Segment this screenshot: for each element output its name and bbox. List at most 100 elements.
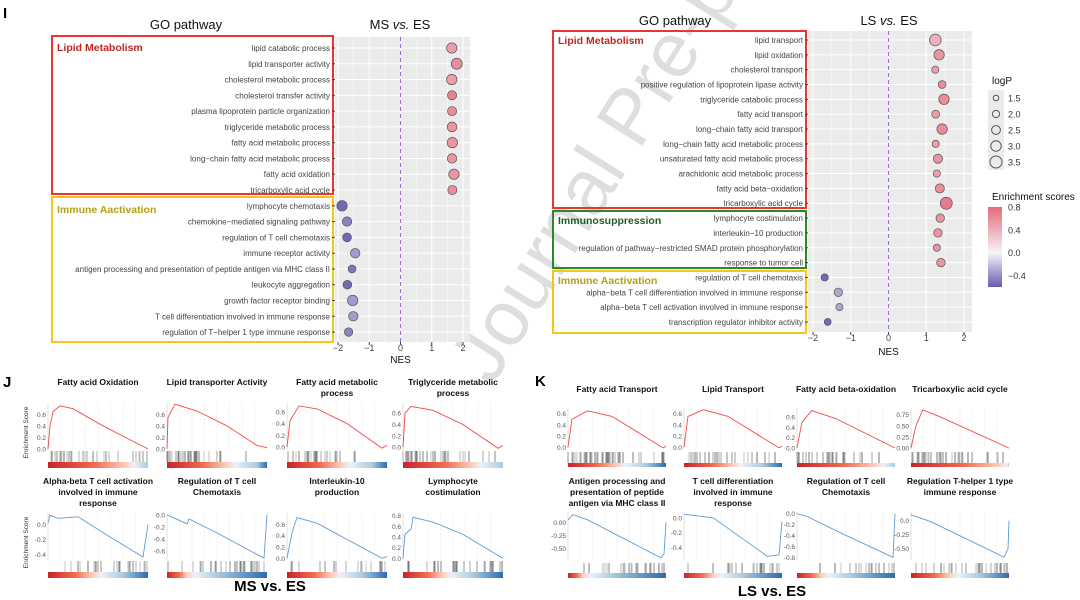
gsea-rank-color-band bbox=[568, 463, 666, 467]
term-dot bbox=[446, 137, 458, 149]
gsea-enrichment-curve bbox=[683, 409, 783, 449]
gsea-y-tick-label: 0.6 bbox=[673, 411, 682, 418]
term-dot bbox=[342, 232, 352, 243]
gsea-title: Lymphocyte bbox=[428, 476, 478, 486]
term-dot bbox=[936, 258, 946, 268]
gsea-y-tick-label: -0.6 bbox=[154, 548, 166, 555]
group-box bbox=[51, 35, 334, 195]
term-label: growth factor receptor binding bbox=[224, 296, 330, 305]
gsea-title: process bbox=[437, 388, 470, 398]
gsea-rank-color-band bbox=[403, 572, 503, 578]
x-axis-label: NES bbox=[390, 355, 411, 366]
size-legend-circle bbox=[992, 94, 1000, 102]
dot-plot-ms-vs-es: GO pathway MS vs. ES −2 −1 0 1 2 NES Lipid Metab… bbox=[51, 17, 470, 366]
gsea-title: Fatty acid Oxidation bbox=[57, 377, 138, 387]
gsea-enrichment-curve bbox=[47, 514, 149, 558]
term-label: cholesterol transport bbox=[731, 66, 804, 75]
gsea-title: Interleukin-10 bbox=[309, 476, 365, 486]
gsea-y-tick-label: 0.0 bbox=[276, 556, 285, 563]
term-label: arachidonic acid metabolic process bbox=[678, 170, 803, 179]
gsea-y-tick-label: -0.25 bbox=[551, 533, 566, 540]
gsea-enrichment-curve bbox=[567, 410, 667, 449]
gsea-title: response bbox=[714, 498, 752, 508]
gsea-y-tick-label: 0.0 bbox=[37, 522, 46, 529]
color-legend-label: 0.8 bbox=[1008, 203, 1021, 213]
gsea-title: immune response bbox=[924, 487, 997, 497]
size-legend-circle bbox=[990, 140, 1002, 152]
term-dot bbox=[823, 318, 832, 326]
group-box bbox=[51, 196, 334, 343]
panel-label-k: K bbox=[535, 373, 546, 390]
title-part: ES bbox=[409, 17, 430, 32]
term-label: unsaturated fatty acid metabolic process bbox=[660, 155, 803, 164]
term-label: regulation of T−helper 1 type immune res… bbox=[162, 328, 330, 337]
gsea-title: Lipid Transport bbox=[702, 384, 764, 394]
term-label: positive regulation of lipoprotein lipas… bbox=[641, 81, 803, 90]
term-label: fatty acid oxidation bbox=[264, 170, 330, 179]
gsea-y-tick-label: 0.2 bbox=[276, 433, 285, 440]
gsea-y-tick-label: 0.4 bbox=[392, 422, 401, 429]
x-tick-label: −2 bbox=[333, 343, 343, 353]
group-box bbox=[552, 30, 807, 209]
gsea-y-tick-label: 0.2 bbox=[276, 544, 285, 551]
term-label: transcription regulator inhibitor activi… bbox=[669, 318, 803, 327]
title-part: vs. bbox=[880, 13, 897, 28]
gsea-y-tick-label: 0.0 bbox=[673, 515, 682, 522]
term-label: triglyceride metabolic process bbox=[225, 123, 330, 132]
gsea-enrichment-curve bbox=[166, 514, 268, 559]
gsea-y-tick-label: 0.2 bbox=[156, 435, 165, 442]
gsea-rank-color-band bbox=[568, 573, 666, 578]
x-tick-label: 0 bbox=[886, 333, 891, 343]
term-dot bbox=[347, 264, 357, 274]
go-pathway-header: GO pathway bbox=[639, 13, 712, 28]
size-legend-label: 2.5 bbox=[1008, 126, 1021, 136]
dot-plot-ls-vs-es: GO pathway LS vs. ES −2 −1 0 1 2 NES Lipid Metab… bbox=[552, 13, 972, 358]
gsea-rank-color-band bbox=[167, 572, 267, 578]
gsea-enrichment-curve bbox=[567, 514, 667, 559]
gsea-title: Alpha-beta T cell activation bbox=[43, 476, 153, 486]
term-dot bbox=[833, 287, 843, 297]
title-part: LS bbox=[860, 13, 880, 28]
gsea-y-tick-label: 0.0 bbox=[392, 445, 401, 452]
term-label: lipid oxidation bbox=[755, 51, 803, 60]
size-legend-circle bbox=[991, 125, 1001, 135]
term-dot bbox=[446, 42, 458, 54]
gsea-y-tick-label: 0.2 bbox=[392, 545, 401, 552]
gsea-enrichment-curve bbox=[402, 516, 504, 559]
gsea-y-tick-label: 0.50 bbox=[896, 423, 909, 430]
term-dot bbox=[446, 74, 458, 86]
term-label: T cell differentiation involved in immun… bbox=[155, 312, 330, 321]
gsea-title: Lipid transporter Activity bbox=[167, 377, 268, 387]
gsea-y-tick-label: 0.25 bbox=[896, 434, 909, 441]
term-dot bbox=[933, 228, 943, 238]
term-label: triglyceride catabolic process bbox=[700, 95, 803, 104]
plot-title: MS vs. ES bbox=[370, 17, 431, 32]
term-dot bbox=[447, 106, 457, 117]
gsea-rank-color-band bbox=[48, 572, 148, 578]
gsea-rank-color-band bbox=[287, 572, 387, 578]
term-dot bbox=[939, 196, 953, 210]
term-dot bbox=[344, 327, 354, 337]
term-dot bbox=[348, 311, 359, 322]
gsea-plot: Lipid transporter Activity 0.0 0.2 0.4 0.6 bbox=[156, 377, 268, 468]
term-dot bbox=[932, 243, 941, 252]
gsea-y-tick-label: 0.0 bbox=[156, 512, 165, 519]
title-part: vs. bbox=[393, 17, 410, 32]
gsea-title: Antigen processing and bbox=[569, 476, 666, 486]
group-header: Immune Aactivation bbox=[558, 275, 657, 287]
gsea-y-tick-label: 0.00 bbox=[896, 446, 909, 453]
term-dot bbox=[446, 121, 458, 133]
term-label: tricarboxylic acid cycle bbox=[723, 199, 803, 208]
gsea-y-tick-label: 0.4 bbox=[276, 533, 285, 540]
footer-ms-vs-es: MS vs. ES bbox=[234, 578, 306, 595]
x-tick-label: −1 bbox=[846, 333, 856, 343]
gsea-y-tick-label: 0.0 bbox=[786, 511, 795, 518]
term-label: lymphocyte costimulation bbox=[714, 214, 803, 223]
footer-ls-vs-es: LS vs. ES bbox=[738, 583, 806, 600]
